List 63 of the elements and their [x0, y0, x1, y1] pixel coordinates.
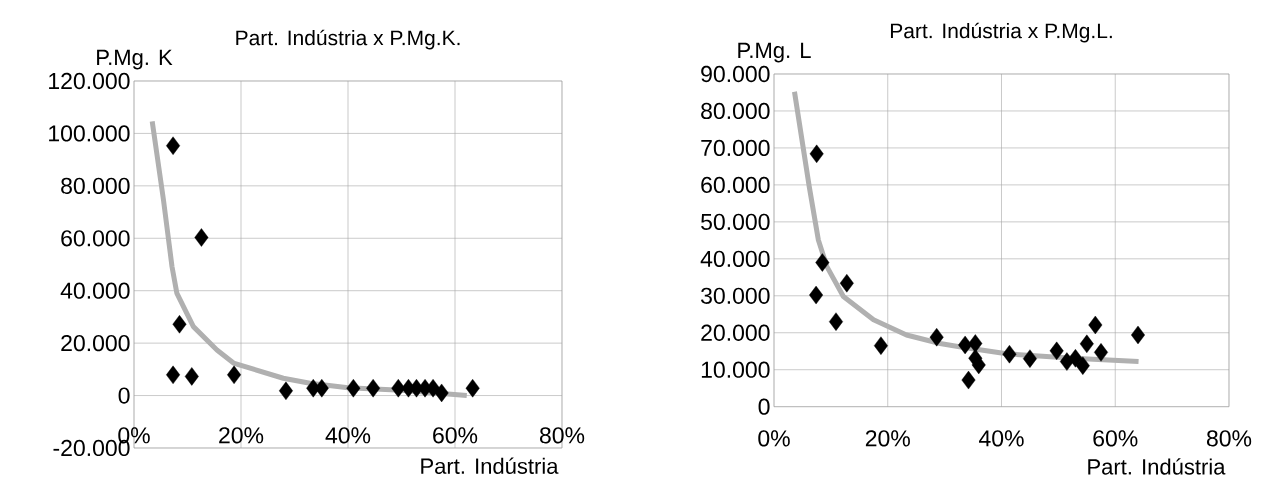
point	[929, 327, 944, 347]
point	[346, 379, 361, 398]
point	[279, 381, 293, 401]
y-tick-label: 80.000	[61, 177, 130, 194]
x-tick-label: 80%	[539, 427, 585, 444]
point	[465, 379, 480, 398]
y-tick-label: 20.000	[701, 324, 770, 341]
point	[166, 365, 181, 385]
point	[1002, 345, 1017, 364]
point	[809, 144, 824, 164]
y-tick-label: 30.000	[701, 287, 770, 304]
point	[809, 285, 824, 305]
point	[227, 365, 241, 385]
point	[815, 253, 830, 272]
point	[1068, 349, 1083, 368]
y-tick-label: 80.000	[701, 102, 770, 120]
point	[873, 336, 888, 355]
point	[172, 315, 187, 334]
chart-title: Part. Indústria x P.Mg.L.	[890, 22, 1112, 43]
point	[1094, 343, 1108, 362]
y-tick-label: 60.000	[701, 176, 770, 194]
x-tick-label: 40%	[979, 430, 1024, 447]
point	[434, 383, 449, 403]
point	[1131, 325, 1145, 345]
point	[829, 312, 843, 331]
point	[391, 379, 406, 398]
y-axis-title: P.Mg. L	[738, 42, 811, 63]
y-tick-label: 0	[118, 387, 130, 404]
point	[839, 274, 854, 293]
x-tick-label: 60%	[1093, 430, 1138, 447]
x-tick-label: 0%	[758, 430, 790, 447]
x-tick-label: 20%	[219, 427, 264, 444]
chart-title: Part. Indústria x P.Mg.K.	[236, 29, 460, 50]
point	[1022, 349, 1037, 368]
point	[366, 379, 381, 398]
y-tick-label: 60.000	[61, 230, 130, 247]
y-tick-label: 40.000	[60, 282, 130, 299]
point	[166, 136, 181, 155]
point	[1049, 341, 1064, 361]
y-tick-label: 0	[758, 398, 770, 415]
point	[1075, 356, 1090, 375]
x-axis-title: Part. Indústria	[421, 457, 559, 474]
x-tick-label: 80%	[1206, 430, 1252, 447]
x-tick-label: 40%	[325, 427, 371, 444]
y-tick-label: 120.000	[49, 72, 130, 90]
x-axis-title: Part. Indústria	[1088, 458, 1226, 475]
point	[968, 334, 983, 353]
y-tick-label: 100.000	[49, 125, 130, 142]
point	[184, 367, 199, 386]
point	[194, 228, 209, 247]
point	[1088, 315, 1103, 335]
y-tick-label: 50.000	[701, 213, 770, 230]
y-axis-title: P.Mg. K	[97, 49, 173, 70]
y-tick-label: 70.000	[701, 139, 770, 157]
y-tick-label: 20.000	[61, 334, 130, 352]
y-tick-label: 10.000	[701, 361, 770, 378]
y-tick-label: 90.000	[701, 65, 770, 83]
y-tick-label: 40.000	[700, 250, 770, 267]
x-tick-label: 60%	[433, 427, 478, 444]
point	[961, 370, 976, 390]
x-tick-label: 20%	[865, 430, 910, 447]
point	[958, 335, 973, 355]
point	[1079, 334, 1094, 354]
